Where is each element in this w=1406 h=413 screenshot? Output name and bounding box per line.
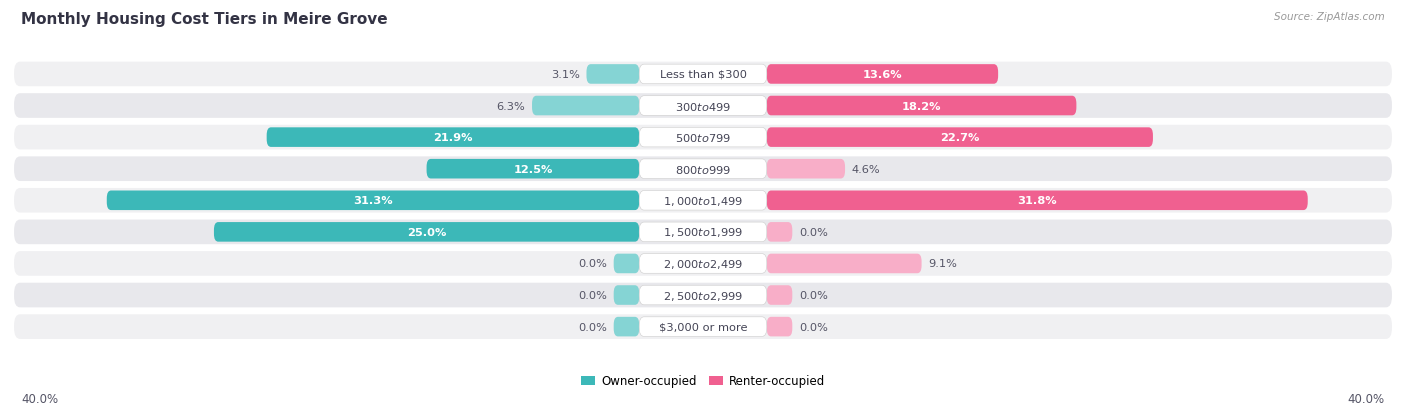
- FancyBboxPatch shape: [14, 157, 1392, 182]
- FancyBboxPatch shape: [766, 317, 793, 337]
- FancyBboxPatch shape: [586, 65, 640, 85]
- FancyBboxPatch shape: [766, 65, 998, 85]
- FancyBboxPatch shape: [766, 191, 1308, 211]
- FancyBboxPatch shape: [613, 254, 640, 273]
- Text: 22.7%: 22.7%: [941, 133, 980, 143]
- FancyBboxPatch shape: [766, 223, 793, 242]
- Text: 0.0%: 0.0%: [578, 322, 607, 332]
- Text: 0.0%: 0.0%: [578, 259, 607, 269]
- Text: 12.5%: 12.5%: [513, 164, 553, 174]
- FancyBboxPatch shape: [640, 191, 766, 211]
- Text: $800 to $999: $800 to $999: [675, 163, 731, 175]
- FancyBboxPatch shape: [14, 283, 1392, 308]
- Text: $2,500 to $2,999: $2,500 to $2,999: [664, 289, 742, 302]
- FancyBboxPatch shape: [640, 128, 766, 147]
- FancyBboxPatch shape: [214, 223, 640, 242]
- FancyBboxPatch shape: [766, 97, 1077, 116]
- Text: Monthly Housing Cost Tiers in Meire Grove: Monthly Housing Cost Tiers in Meire Grov…: [21, 12, 388, 27]
- Text: 4.6%: 4.6%: [852, 164, 880, 174]
- Text: 0.0%: 0.0%: [799, 227, 828, 237]
- Text: 18.2%: 18.2%: [901, 101, 942, 111]
- FancyBboxPatch shape: [531, 97, 640, 116]
- Text: 6.3%: 6.3%: [496, 101, 526, 111]
- FancyBboxPatch shape: [426, 159, 640, 179]
- FancyBboxPatch shape: [14, 220, 1392, 244]
- Text: 25.0%: 25.0%: [406, 227, 446, 237]
- Text: 31.3%: 31.3%: [353, 196, 392, 206]
- Text: $1,500 to $1,999: $1,500 to $1,999: [664, 226, 742, 239]
- Text: 31.8%: 31.8%: [1018, 196, 1057, 206]
- FancyBboxPatch shape: [14, 188, 1392, 213]
- FancyBboxPatch shape: [640, 159, 766, 179]
- Text: $2,000 to $2,499: $2,000 to $2,499: [664, 257, 742, 270]
- FancyBboxPatch shape: [640, 254, 766, 273]
- FancyBboxPatch shape: [766, 254, 921, 273]
- Text: 40.0%: 40.0%: [1348, 392, 1385, 405]
- Text: Source: ZipAtlas.com: Source: ZipAtlas.com: [1274, 12, 1385, 22]
- FancyBboxPatch shape: [14, 126, 1392, 150]
- FancyBboxPatch shape: [766, 159, 845, 179]
- Text: 0.0%: 0.0%: [799, 322, 828, 332]
- Text: 3.1%: 3.1%: [551, 70, 579, 80]
- FancyBboxPatch shape: [267, 128, 640, 147]
- FancyBboxPatch shape: [14, 252, 1392, 276]
- Text: 40.0%: 40.0%: [21, 392, 58, 405]
- FancyBboxPatch shape: [640, 65, 766, 85]
- FancyBboxPatch shape: [14, 62, 1392, 87]
- Text: $300 to $499: $300 to $499: [675, 100, 731, 112]
- FancyBboxPatch shape: [766, 285, 793, 305]
- FancyBboxPatch shape: [640, 285, 766, 305]
- FancyBboxPatch shape: [107, 191, 640, 211]
- Text: 0.0%: 0.0%: [799, 290, 828, 300]
- Text: Less than $300: Less than $300: [659, 70, 747, 80]
- Text: $3,000 or more: $3,000 or more: [659, 322, 747, 332]
- Legend: Owner-occupied, Renter-occupied: Owner-occupied, Renter-occupied: [576, 370, 830, 392]
- FancyBboxPatch shape: [640, 97, 766, 116]
- Text: $1,000 to $1,499: $1,000 to $1,499: [664, 194, 742, 207]
- FancyBboxPatch shape: [640, 317, 766, 337]
- Text: 9.1%: 9.1%: [928, 259, 957, 269]
- FancyBboxPatch shape: [613, 317, 640, 337]
- Text: 0.0%: 0.0%: [578, 290, 607, 300]
- FancyBboxPatch shape: [14, 315, 1392, 339]
- FancyBboxPatch shape: [640, 223, 766, 242]
- Text: 21.9%: 21.9%: [433, 133, 472, 143]
- FancyBboxPatch shape: [766, 128, 1153, 147]
- Text: 13.6%: 13.6%: [863, 70, 903, 80]
- Text: $500 to $799: $500 to $799: [675, 132, 731, 144]
- FancyBboxPatch shape: [613, 285, 640, 305]
- FancyBboxPatch shape: [14, 94, 1392, 119]
